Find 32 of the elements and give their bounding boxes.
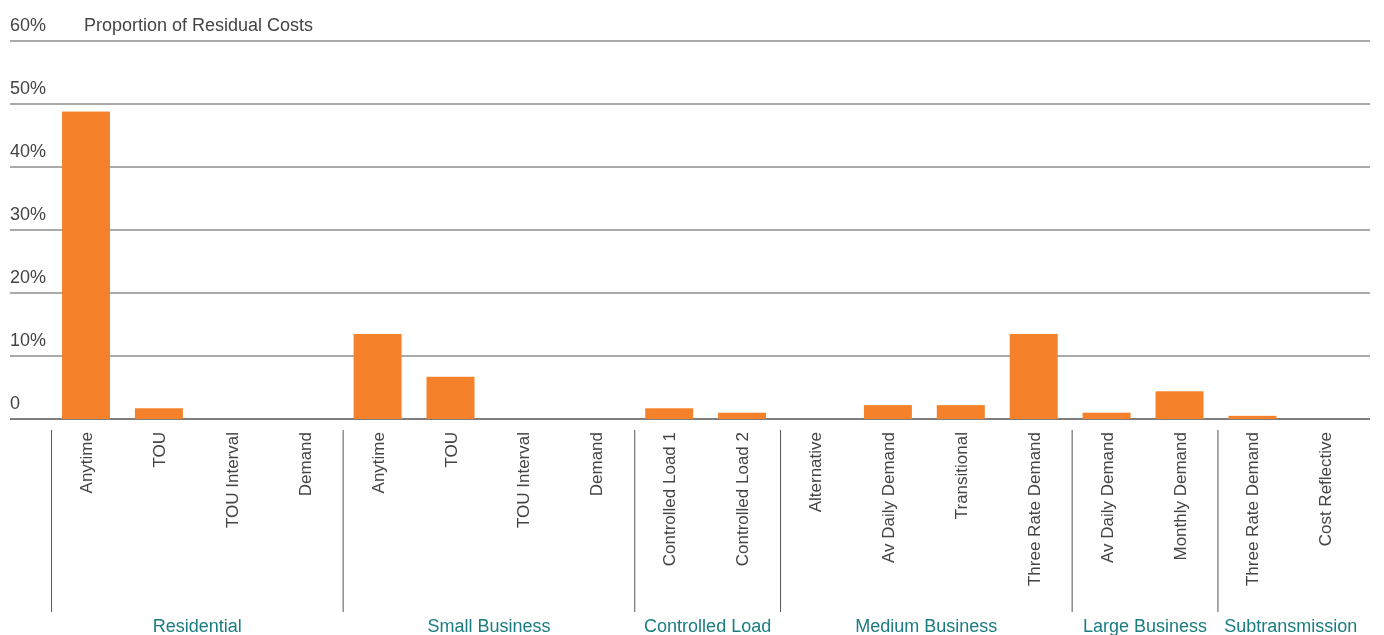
x-tick-label: TOU Interval [514,432,534,529]
y-tick-label: 20% [10,267,47,287]
x-tick-label: Transitional [951,432,971,520]
y-tick-label: 0 [10,393,21,413]
x-tick-label: Controlled Load 2 [733,432,753,567]
text: Subtransmission [1224,616,1358,635]
text: Controlled Load [644,616,772,635]
x-tick-label: Cost Reflective [1316,432,1336,547]
text: Medium Business [855,616,998,635]
x-tick-label: Anytime [368,432,388,494]
x-tick-label: Av Daily Demand [878,432,898,564]
y-tick-label: 60% [10,15,47,35]
x-tick-label: Anytime [77,432,96,494]
x-tick-label: Demand [295,432,315,497]
y-tick-label: 50% [10,78,47,98]
text: Small Business [427,616,551,635]
x-tick-label: TOU [149,432,169,468]
x-tick-label: Controlled Load 1 [660,432,680,567]
y-axis-title: Proportion of Residual Costs [84,15,314,35]
x-tick-label: Av Daily Demand [1097,432,1117,564]
x-tick-label: TOU Interval [222,432,242,529]
x-tick-label: Three Rate Demand [1243,432,1263,587]
x-tick-label: TOU [441,432,461,468]
y-tick-label: 30% [10,204,47,224]
x-tick-label: Three Rate Demand [1024,432,1044,587]
y-tick-label: 10% [10,330,47,350]
x-tick-label: Demand [587,432,607,497]
x-tick-label: Alternative [806,432,825,513]
x-tick-label: Monthly Demand [1170,432,1190,561]
y-tick-label: 40% [10,141,47,161]
text: Large Business [1083,616,1208,635]
text: Residential [152,616,242,635]
